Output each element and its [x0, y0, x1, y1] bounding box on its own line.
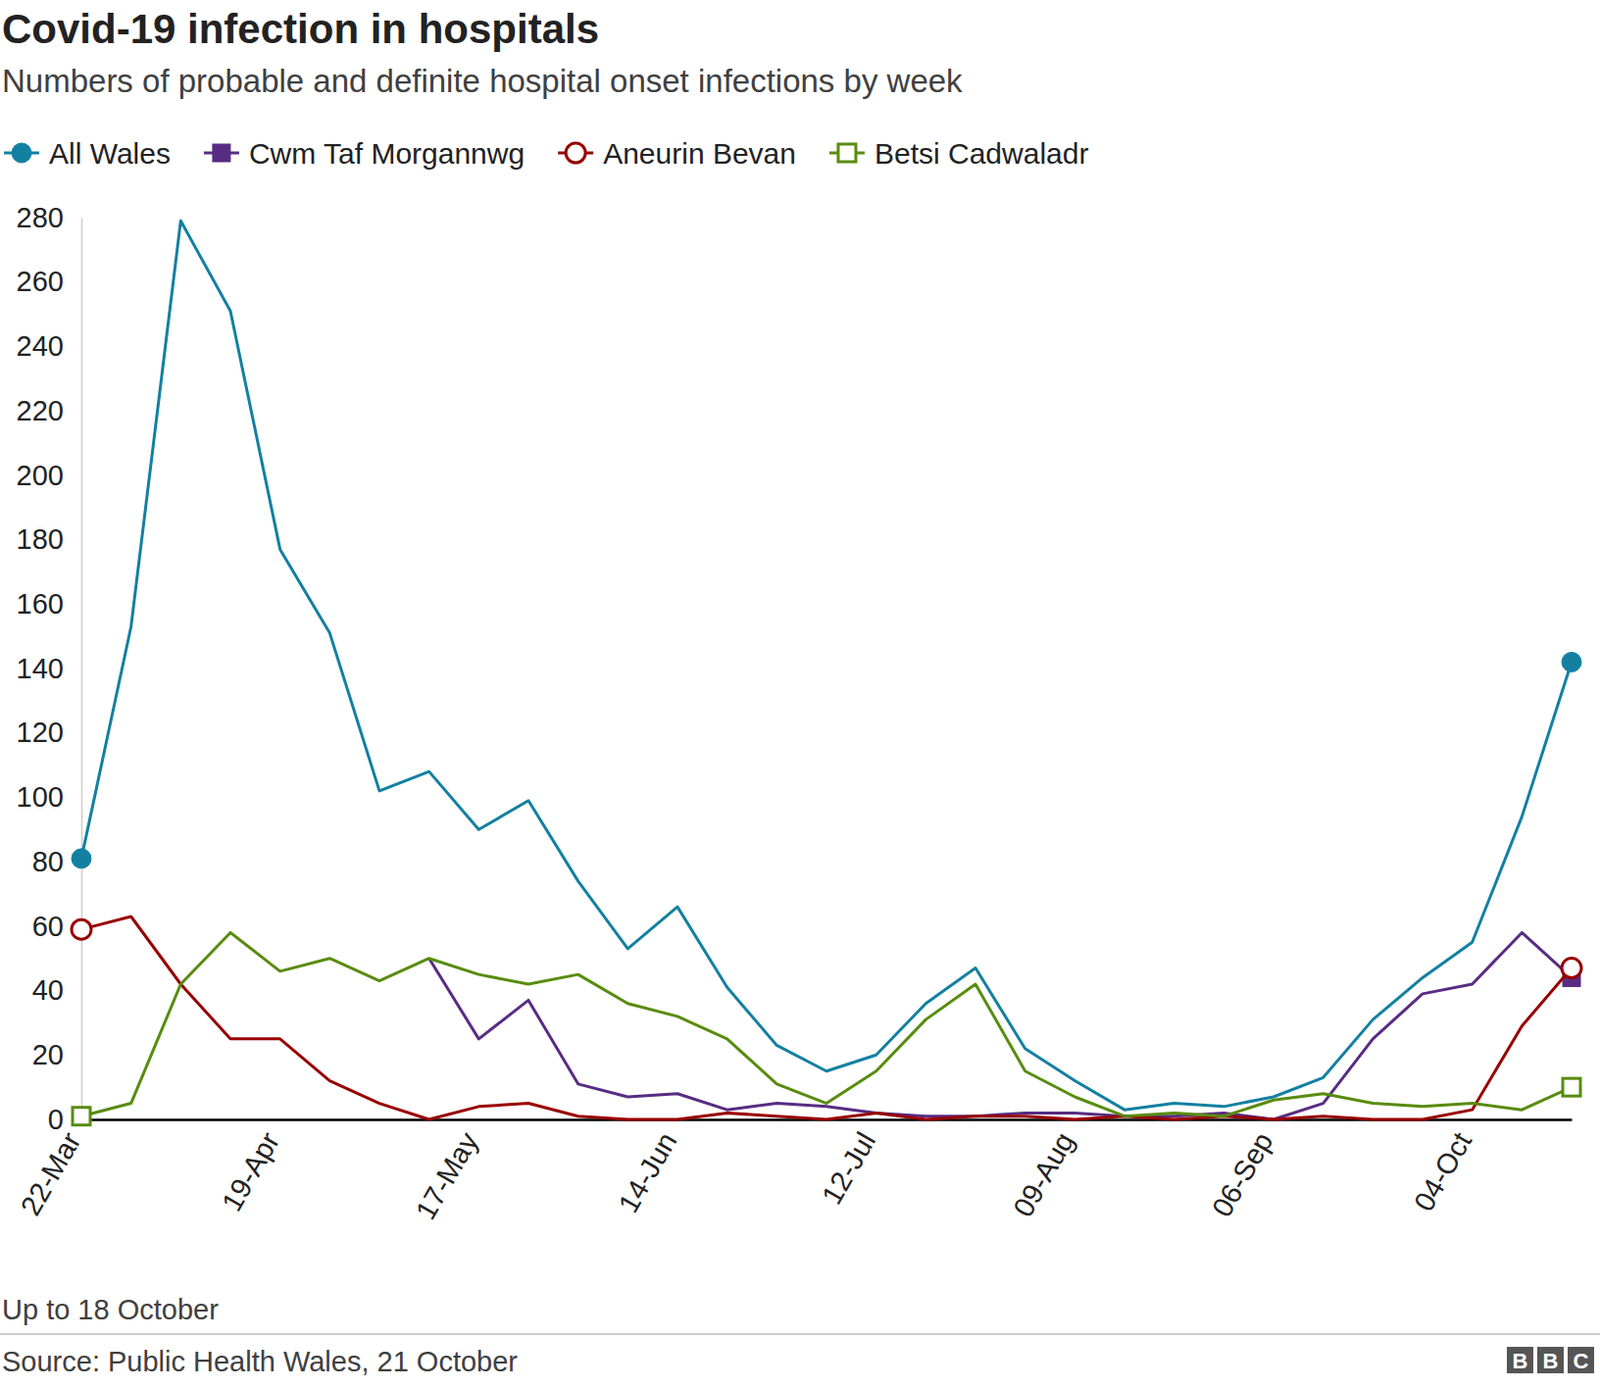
tick-label: 180 — [16, 523, 64, 555]
tick: 280 — [16, 201, 82, 234]
x-axis: 22-Mar 19-Apr 17-May 14-Jun 12-Jul 09-Aug 06-S… — [14, 1119, 1573, 1225]
tick-label: 40 — [32, 974, 64, 1006]
point-marker — [71, 919, 92, 940]
tick: 260 — [16, 265, 82, 298]
series-line — [81, 220, 1572, 1110]
plot-area — [71, 220, 1582, 1125]
point-marker — [1562, 1078, 1581, 1097]
tick-label: 120 — [16, 716, 64, 749]
legend-item: Aneurin Bevan — [557, 137, 797, 170]
logo: BBC — [1506, 1347, 1595, 1374]
tick-label: 260 — [16, 265, 64, 298]
tick: 200 — [16, 459, 82, 492]
tick-label: 140 — [16, 652, 64, 685]
legend-label: Cwm Taf Morgannwg — [249, 137, 525, 170]
tick-label: 100 — [16, 781, 64, 813]
tick-label: 17-May — [409, 1126, 485, 1225]
logo-text: BBC — [1512, 1349, 1590, 1374]
legend-item: Betsi Cadwaladr — [829, 137, 1089, 170]
tick: 12-Jul — [815, 1119, 882, 1210]
tick: 04-Oct — [1407, 1119, 1478, 1217]
tick: 220 — [16, 395, 82, 427]
tick: 40 — [32, 974, 82, 1006]
tick: 19-Apr — [215, 1119, 286, 1217]
tick: 140 — [16, 652, 82, 685]
tick-label: 200 — [16, 459, 64, 492]
legend-marker — [212, 144, 231, 162]
tick-label: 80 — [32, 846, 64, 878]
tick: 22-Mar — [14, 1119, 88, 1221]
tick-label: 19-Apr — [215, 1126, 286, 1217]
subtitle: Numbers of probable and definite hospita… — [1, 62, 963, 100]
chart: Covid-19 infection in hospitals Numbers o… — [0, 0, 1600, 1388]
series-line — [81, 932, 1572, 1116]
title: Covid-19 infection in hospitals — [1, 5, 600, 52]
tick: 180 — [16, 523, 82, 555]
legend: All Wales Cwm Taf Morgannwg Aneurin Bevan B… — [3, 137, 1089, 170]
legend-label: Aneurin Bevan — [602, 137, 797, 170]
tick: 14-Jun — [611, 1119, 683, 1218]
tick: 240 — [16, 330, 82, 362]
tick: 17-May — [409, 1119, 485, 1225]
tick-label: 60 — [32, 910, 64, 943]
tick: 100 — [16, 781, 82, 813]
tick-label: 240 — [16, 330, 64, 362]
tick-label: 22-Mar — [14, 1126, 88, 1221]
legend-marker — [11, 143, 32, 163]
separator — [0, 1333, 1600, 1336]
series-line — [81, 916, 1572, 1120]
legend-label: All Wales — [49, 137, 171, 170]
legend-marker — [565, 143, 586, 163]
tick: 06-Sep — [1205, 1119, 1279, 1223]
tick-label: 160 — [16, 588, 64, 620]
logo-box — [1567, 1347, 1595, 1374]
tick-label: 09-Aug — [1006, 1127, 1080, 1223]
tick-label: 04-Oct — [1407, 1127, 1478, 1217]
tick: 20 — [32, 1039, 82, 1071]
tick-label: 06-Sep — [1205, 1127, 1279, 1223]
y-axis: 020406080100120140160180200220240260280 — [16, 201, 83, 1136]
tick-label: 280 — [16, 201, 64, 234]
point-marker — [1561, 651, 1582, 672]
legend-item: All Wales — [3, 137, 171, 170]
tick-label: 220 — [16, 395, 64, 427]
footnote: Up to 18 October — [1, 1294, 219, 1326]
tick-label: 14-Jun — [611, 1127, 683, 1219]
point-marker — [71, 849, 92, 869]
tick: 09-Aug — [1006, 1119, 1080, 1223]
source: Source: Public Health Wales, 21 October — [1, 1346, 518, 1378]
tick-label: 20 — [32, 1039, 64, 1071]
axis-line — [81, 218, 84, 1121]
tick: 120 — [16, 716, 82, 749]
point-marker — [72, 1107, 91, 1126]
logo-box — [1506, 1347, 1534, 1374]
tick: 160 — [16, 588, 82, 620]
tick-label: 12-Jul — [815, 1127, 882, 1210]
legend-marker — [838, 144, 856, 162]
legend-item: Cwm Taf Morgannwg — [203, 137, 525, 170]
logo-box — [1537, 1347, 1564, 1374]
legend-label: Betsi Cadwaladr — [874, 137, 1089, 170]
point-marker — [1561, 958, 1582, 979]
